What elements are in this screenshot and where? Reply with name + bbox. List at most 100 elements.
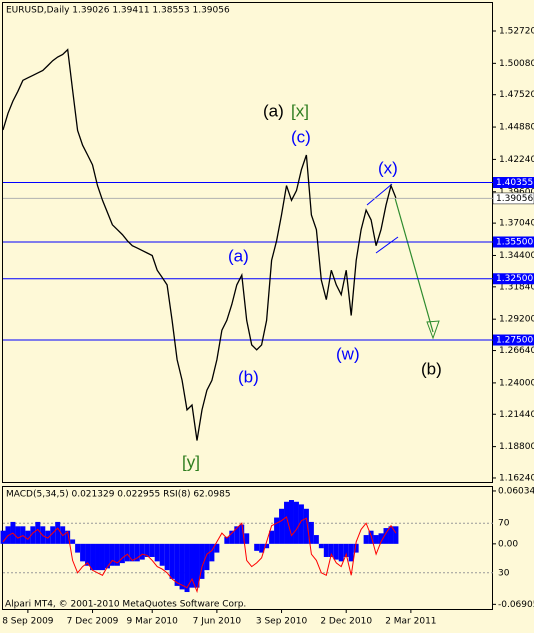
wedge-line [366,183,393,206]
annotation: [y] [182,452,200,471]
macd-bar [338,543,344,562]
macd-bar [45,530,51,544]
macd-bar [214,543,220,553]
annotation: [x] [291,101,309,120]
macd-bar [194,543,200,588]
macd-bar [199,543,205,579]
footer: Alpari MT4, © 2001-2010 MetaQuotes Softw… [5,600,246,610]
macd-bar [174,543,180,586]
macd-bar [244,533,250,544]
macd-bar [378,533,384,544]
macd-bar [318,543,324,549]
current-price-label: 1.39056 [496,194,533,204]
macd-bar [373,535,379,544]
annotation: (a) [228,246,249,265]
x-tick-label: 3 Sep 2010 [256,617,308,627]
macd-bar [149,543,155,557]
macd-bar [124,543,130,562]
macd-bar [85,543,91,566]
macd-bar [25,530,31,544]
macd-bar [55,521,61,544]
macd-bar [234,526,240,544]
macd-bar [353,543,359,553]
macd-bar [383,528,389,544]
x-tick-label: 2 Mar 2011 [385,617,436,627]
y-tick-label: 1.47520 [499,90,534,100]
macd-bar [343,543,349,557]
annotation: (b) [238,367,259,386]
y-tick-label: 1.31840 [499,282,534,292]
macd-bar [70,539,76,544]
macd-bar [293,501,299,544]
macd-bar [204,543,210,571]
annotation: (c) [291,127,311,146]
macd-bar [348,543,354,562]
x-tick-label: 9 Mar 2010 [127,617,179,627]
macd-bar [303,508,309,544]
macd-bar [269,530,275,544]
macd-bar [0,530,6,544]
macd-bar [259,543,265,553]
macd-bar [99,543,105,571]
macd-bar [328,543,334,557]
macd-bar [15,526,21,544]
macd-bar [254,543,260,551]
price-frame [2,2,493,483]
y-tick-label: 1.37040 [499,219,534,229]
chart-title: EURUSD,Daily 1.39026 1.39411 1.38553 1.3… [6,6,230,16]
macd-bar [209,543,215,562]
macd-bar [65,530,71,544]
arrow-line [394,197,434,333]
macd-bar [189,543,195,588]
y-tick-label: 1.52720 [499,26,534,36]
y-tick-label: 1.39600 [499,187,534,197]
y-tick-label: 1.34400 [499,251,534,261]
y-tick-label: 1.26640 [499,346,534,356]
y-tick-label: 1.18800 [499,442,534,452]
macd-bar [90,543,96,571]
level-label-box [493,236,534,248]
level-label-box [493,273,534,285]
x-tick-label: 7 Jun 2010 [193,617,242,627]
macd-bar [50,526,56,544]
macd-bar [104,543,110,569]
macd-bar [333,543,339,560]
y-tick-label: 1.16240 [499,473,534,483]
y-tick-label: 0.00 [498,539,518,549]
macd-bar [114,543,120,566]
macd-bar [109,543,115,566]
y-tick-label: 1.21440 [499,410,534,420]
rsi-line [2,516,397,594]
macd-bar [179,543,185,590]
y2-tick-label: 30 [498,568,510,578]
macd-bar [229,530,235,544]
macd-bar [75,543,81,553]
macd-bar [119,543,125,564]
macd-bar [284,501,290,544]
level-label-box [493,177,534,189]
x-tick-label: 8 Sep 2009 [2,617,54,627]
y-tick-label: 1.44880 [499,123,534,133]
macd-bar [139,543,145,560]
indicator-title: MACD(5,34,5) 0.021329 0.022955 RSI(8) 62… [6,490,231,500]
current-price-box [492,192,534,205]
macd-bar [224,536,230,544]
macd-bar [184,543,190,593]
level-label: 1.35500 [496,237,533,247]
macd-bar [169,543,175,579]
annotation: (b) [421,359,442,378]
macd-bar [363,535,369,544]
macd-bar [323,543,329,557]
macd-bar [393,526,399,544]
macd-bar [239,524,245,544]
macd-bar [388,526,394,544]
macd-bar [164,543,170,571]
price-line [2,48,397,441]
level-label: 1.40355 [496,178,533,188]
y2-tick-label: 70 [498,519,510,529]
macd-bar [274,517,280,544]
macd-bar [154,543,160,562]
macd-bar [298,504,304,544]
